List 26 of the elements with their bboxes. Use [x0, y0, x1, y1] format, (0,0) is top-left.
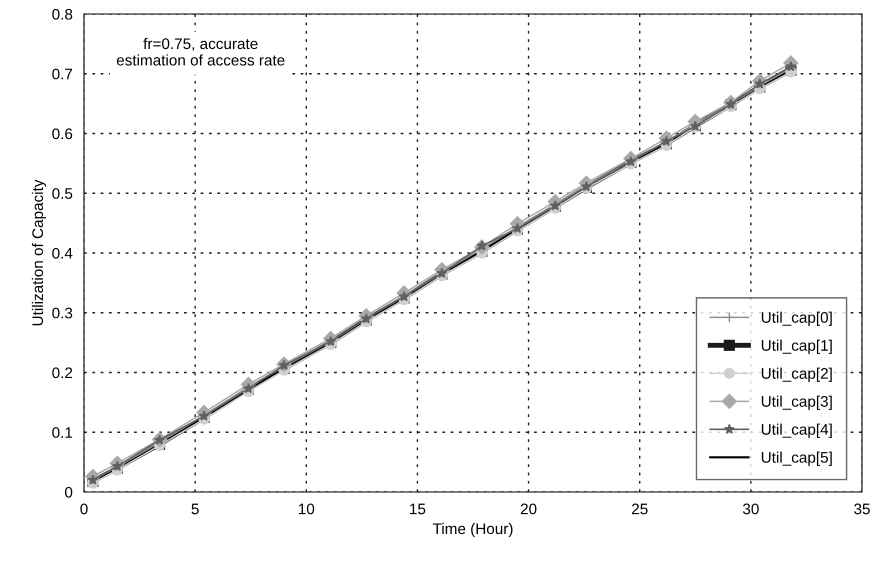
x-tick-label: 5 [192, 504, 199, 514]
y-tick-label: 0.5 [52, 188, 72, 199]
x-tick-label: 35 [854, 504, 870, 514]
x-tick-label: 30 [742, 504, 759, 514]
y-tick-label: 0.1 [52, 427, 72, 438]
legend-label: Util_cap[0] [762, 312, 832, 326]
y-axis-title: Utilization of Capacity [32, 180, 46, 326]
legend-label: Util_cap[5] [762, 452, 832, 466]
legend-label: Util_cap[3] [762, 396, 832, 410]
x-tick-label: 20 [520, 504, 536, 514]
y-tick-label: 0.4 [52, 248, 72, 259]
x-tick-label: 15 [410, 504, 426, 514]
x-axis-title: Time (Hour) [432, 522, 513, 538]
legend-label: Util_cap[4] [762, 424, 832, 438]
x-tick-label: 0 [80, 504, 88, 514]
y-tick-label: 0.8 [52, 8, 72, 20]
y-tick-label: 0.3 [52, 308, 72, 318]
x-tick-label: 10 [298, 504, 314, 514]
y-tick-label: 0.2 [52, 367, 72, 378]
annotation: fr=0.75, accurate estimation of access rate [116, 38, 285, 66]
legend-label: Util_cap[1] [762, 340, 832, 354]
y-tick-label: 0.7 [52, 68, 72, 80]
x-tick-label: 25 [632, 504, 648, 514]
y-tick-label: 0.6 [52, 128, 72, 140]
y-tick-label: 0 [64, 486, 72, 498]
legend-label: Util_cap[2] [762, 368, 832, 382]
